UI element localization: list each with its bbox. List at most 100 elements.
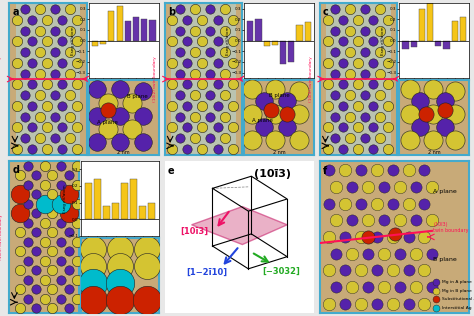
Point xyxy=(429,87,437,92)
Point xyxy=(58,60,66,65)
Bar xyxy=(103,206,110,219)
Text: [−3032]: [−3032] xyxy=(262,266,300,275)
Point xyxy=(396,251,404,256)
Text: b: b xyxy=(168,7,175,17)
Point xyxy=(73,182,81,187)
Point xyxy=(412,218,420,223)
Point xyxy=(405,268,412,273)
Point xyxy=(41,239,48,244)
Text: A plane: A plane xyxy=(433,189,457,194)
Point xyxy=(369,39,376,44)
Bar xyxy=(435,40,441,46)
Point xyxy=(25,220,32,225)
Point xyxy=(362,114,369,119)
Point xyxy=(354,125,362,130)
Point xyxy=(357,301,365,306)
Bar xyxy=(305,22,311,40)
Point xyxy=(28,17,36,22)
Point xyxy=(260,99,267,104)
Point xyxy=(44,146,51,151)
Point xyxy=(405,234,412,240)
Point xyxy=(206,50,214,55)
Point xyxy=(93,87,101,92)
Point xyxy=(341,234,349,240)
Point xyxy=(16,249,24,254)
Point xyxy=(169,103,176,108)
Point xyxy=(13,82,21,87)
Point xyxy=(206,7,214,12)
Point xyxy=(16,211,24,216)
Point xyxy=(272,87,279,92)
Point xyxy=(206,71,214,76)
Point xyxy=(380,251,388,256)
Point xyxy=(384,17,392,22)
Point xyxy=(396,284,404,289)
Point xyxy=(93,139,101,144)
Bar xyxy=(85,183,91,219)
Point xyxy=(49,191,56,197)
Point xyxy=(21,50,28,55)
Point xyxy=(441,99,448,104)
Point xyxy=(339,17,346,22)
Point xyxy=(25,201,32,206)
Point xyxy=(376,114,384,119)
Point xyxy=(339,103,346,108)
Bar xyxy=(94,179,101,219)
Point xyxy=(143,247,151,252)
Point xyxy=(117,87,124,92)
Point xyxy=(324,82,331,87)
Point xyxy=(183,39,191,44)
Point xyxy=(66,71,73,76)
Point xyxy=(376,71,384,76)
Point xyxy=(51,7,58,12)
Point xyxy=(28,39,36,44)
Point xyxy=(214,125,221,130)
Point xyxy=(73,201,81,206)
Point xyxy=(36,71,44,76)
Point xyxy=(199,60,206,65)
Point xyxy=(66,93,73,98)
Point xyxy=(396,218,404,223)
Point xyxy=(183,146,191,151)
Point xyxy=(376,28,384,33)
Point xyxy=(65,287,73,292)
Point xyxy=(21,28,28,33)
Point xyxy=(380,184,388,189)
Point xyxy=(376,50,384,55)
Point xyxy=(248,137,256,143)
Point xyxy=(348,284,356,289)
Y-axis label: Eseg eV/atom: Eseg eV/atom xyxy=(71,26,74,55)
X-axis label: Atomic column number: Atomic column number xyxy=(100,86,148,90)
Bar xyxy=(326,3,391,155)
Point xyxy=(139,113,147,118)
Point xyxy=(373,234,381,240)
Point xyxy=(73,82,81,87)
Point xyxy=(89,247,97,252)
Point xyxy=(191,71,199,76)
Point xyxy=(73,103,81,108)
Point xyxy=(417,99,424,104)
Point xyxy=(44,39,51,44)
Point xyxy=(28,60,36,65)
Bar xyxy=(171,3,236,155)
Text: (10ī3) twin boundary: (10ī3) twin boundary xyxy=(0,214,3,260)
Point xyxy=(333,218,340,223)
Point xyxy=(199,103,206,108)
Point xyxy=(89,280,97,285)
Point xyxy=(384,39,392,44)
Point xyxy=(128,126,136,131)
Point xyxy=(25,239,32,244)
Point xyxy=(283,99,291,104)
Point xyxy=(221,114,229,119)
Point xyxy=(365,184,372,189)
Point xyxy=(57,201,64,206)
Point xyxy=(429,137,437,143)
Point xyxy=(272,111,279,116)
Point xyxy=(221,93,229,98)
Point xyxy=(73,60,81,65)
Point xyxy=(405,167,412,173)
Point xyxy=(25,163,32,168)
Point xyxy=(365,251,372,256)
Point xyxy=(229,103,237,108)
Bar xyxy=(141,19,147,40)
